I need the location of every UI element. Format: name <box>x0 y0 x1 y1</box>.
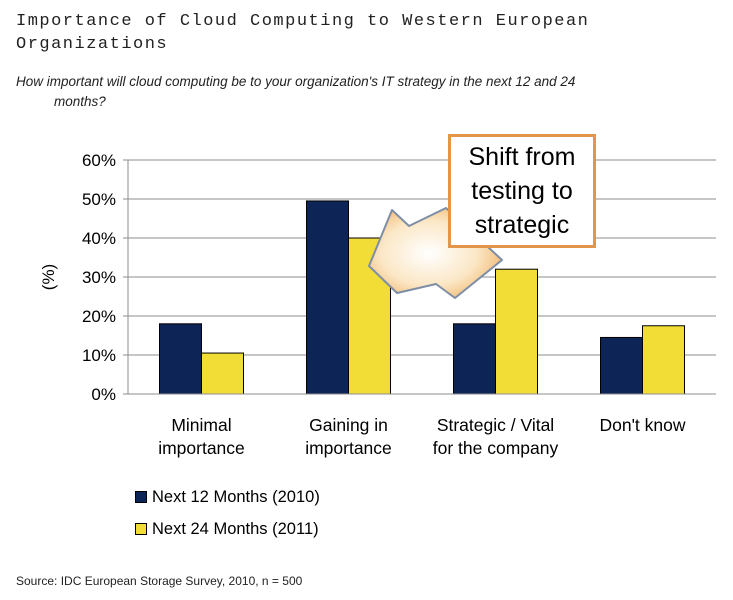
y-tick-label: 50% <box>82 190 116 209</box>
category-label: Minimal <box>171 415 231 435</box>
chart-title: Importance of Cloud Computing to Western… <box>16 12 590 54</box>
legend-swatch-series1 <box>135 491 147 503</box>
category-label: importance <box>158 438 245 458</box>
survey-question: How important will cloud computing be to… <box>16 72 706 112</box>
bar-series1 <box>159 323 202 395</box>
category-label: for the company <box>433 438 559 458</box>
y-tick-labels: 0% 10% 20% 30% 40% 50% 60% <box>82 151 116 404</box>
question-line-1: How important will cloud computing be to… <box>16 74 557 89</box>
category-label: Don't know <box>599 415 685 435</box>
bar-series1 <box>306 200 349 395</box>
legend-label-series2: Next 24 Months (2011) <box>152 519 319 538</box>
callout-box: Shift from testing to strategic <box>448 134 596 248</box>
y-tick-label: 10% <box>82 346 116 365</box>
legend-swatch-series2 <box>135 523 147 535</box>
y-tick-label: 0% <box>91 385 116 404</box>
category-label: Gaining in <box>309 415 388 435</box>
y-tick-label: 40% <box>82 229 116 248</box>
legend-label-series1: Next 12 Months (2010) <box>152 487 320 506</box>
category-label: Strategic / Vital <box>437 415 554 435</box>
y-tick-label: 20% <box>82 307 116 326</box>
legend-item-series2: Next 24 Months (2011) <box>135 515 320 543</box>
axes <box>127 160 716 395</box>
bar-series1 <box>453 323 496 395</box>
bar-series2 <box>201 352 244 395</box>
question-line-1-end: 24 <box>560 74 576 89</box>
y-tick-label: 30% <box>82 268 116 287</box>
y-axis-label: (%) <box>39 264 58 290</box>
y-tick-label: 60% <box>82 151 116 170</box>
bar-series2 <box>495 268 538 395</box>
bar-series2 <box>642 325 685 395</box>
question-line-2: months? <box>54 94 106 109</box>
source-note: Source: IDC European Storage Survey, 201… <box>16 574 303 588</box>
category-labels: Minimal importance Gaining in importance Str… <box>158 415 686 458</box>
legend: Next 12 Months (2010) Next 24 Months (20… <box>135 483 320 547</box>
legend-item-series1: Next 12 Months (2010) <box>135 483 320 511</box>
category-label: importance <box>305 438 392 458</box>
bar-series1 <box>600 336 643 395</box>
bars <box>159 200 685 395</box>
